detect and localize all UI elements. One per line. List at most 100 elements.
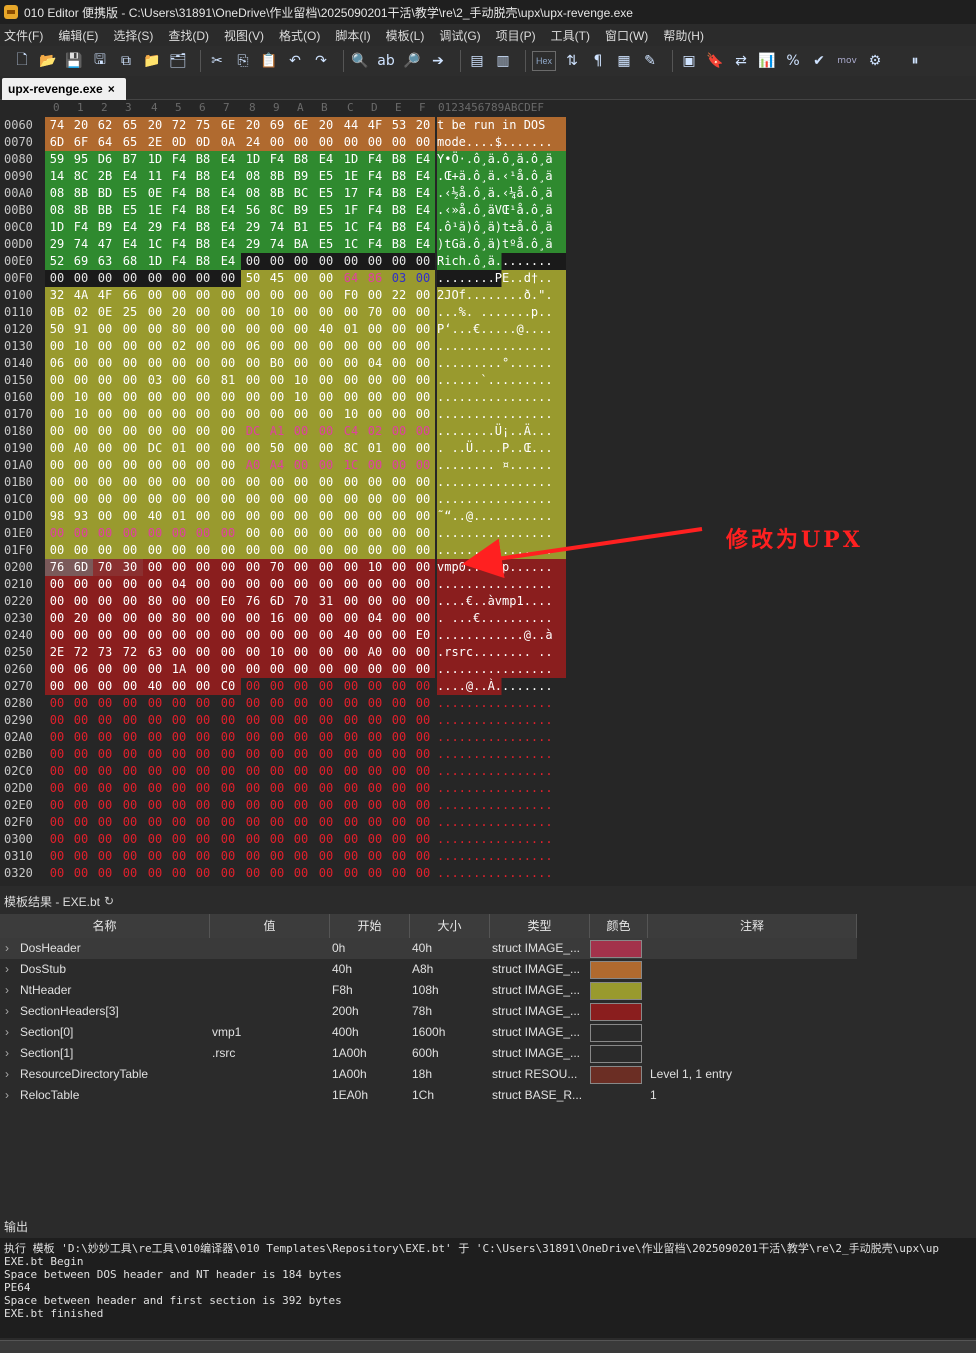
hex-byte[interactable]: 86 — [363, 270, 387, 287]
hex-byte[interactable]: 00 — [313, 338, 339, 355]
hex-byte[interactable]: 00 — [415, 747, 431, 761]
hex-byte[interactable]: 2B — [93, 168, 117, 185]
hex-byte[interactable]: 00 — [387, 389, 411, 406]
hex-byte[interactable]: 00 — [411, 270, 435, 287]
hex-byte[interactable]: 00 — [117, 423, 143, 440]
hex-byte[interactable]: 00 — [367, 866, 383, 880]
hex-byte[interactable]: 00 — [191, 287, 215, 304]
hex-byte[interactable]: 00 — [293, 747, 309, 761]
ascii-text[interactable]: ........Ü¡..Ä... — [437, 423, 566, 440]
hex-byte[interactable]: 00 — [343, 866, 359, 880]
hex-byte[interactable]: 70 — [265, 559, 289, 576]
hex-byte[interactable]: 00 — [265, 525, 289, 542]
hex-byte[interactable]: 00 — [411, 423, 435, 440]
hex-byte[interactable]: 00 — [167, 542, 191, 559]
ascii-text[interactable]: .Œ+ä.ô¸ä.‹¹å.ô¸ä — [437, 168, 566, 185]
hex-byte[interactable]: 00 — [195, 781, 211, 795]
hex-byte[interactable]: B8 — [191, 202, 215, 219]
hex-byte[interactable]: 00 — [339, 253, 363, 270]
menu-item[interactable]: 文件(F) — [4, 28, 44, 43]
hex-byte[interactable]: 0A — [215, 134, 241, 151]
hex-byte[interactable]: F4 — [69, 219, 93, 236]
hex-byte[interactable]: 00 — [269, 832, 285, 846]
hex-byte[interactable]: 00 — [245, 832, 261, 846]
ascii-text[interactable]: P‘...€.....@.... — [437, 321, 566, 338]
hex-byte[interactable]: 00 — [171, 781, 187, 795]
hex-byte[interactable]: 00 — [143, 474, 167, 491]
hex-byte[interactable]: 00 — [220, 764, 236, 778]
hex-byte[interactable]: 1A — [167, 661, 191, 678]
hex-byte[interactable]: 00 — [318, 730, 334, 744]
hex-byte[interactable]: 02 — [167, 338, 191, 355]
hex-byte[interactable]: 00 — [215, 321, 241, 338]
hex-byte[interactable]: 1D — [143, 151, 167, 168]
hex-byte[interactable]: 00 — [93, 474, 117, 491]
hex-byte[interactable]: 00 — [411, 287, 435, 304]
hex-byte[interactable]: 00 — [167, 644, 191, 661]
hex-byte[interactable]: 00 — [387, 372, 411, 389]
hex-byte[interactable]: 00 — [289, 661, 313, 678]
hex-byte[interactable]: E4 — [215, 185, 241, 202]
hex-byte[interactable]: 00 — [339, 304, 363, 321]
hex-byte[interactable]: 00 — [343, 730, 359, 744]
ascii-text[interactable]: . ..Ü....P..Œ... — [437, 440, 566, 457]
hex-byte[interactable]: 00 — [293, 730, 309, 744]
hex-byte[interactable]: 00 — [363, 474, 387, 491]
hex-byte[interactable]: 00 — [143, 542, 167, 559]
hex-byte[interactable]: 00 — [97, 781, 113, 795]
hex-byte[interactable]: 00 — [171, 832, 187, 846]
hex-byte[interactable]: 00 — [215, 287, 241, 304]
hex-byte[interactable]: 00 — [265, 287, 289, 304]
hex-byte[interactable]: 00 — [143, 389, 167, 406]
template-row[interactable]: › NtHeader F8h 108h struct IMAGE_... — [0, 980, 857, 1001]
hex-byte[interactable]: 00 — [387, 440, 411, 457]
hex-byte[interactable]: 8B — [69, 185, 93, 202]
hex-byte[interactable]: 00 — [69, 355, 93, 372]
hex-byte[interactable]: 1C — [143, 236, 167, 253]
hex-byte[interactable]: 00 — [49, 798, 65, 812]
hex-byte[interactable]: 00 — [143, 610, 167, 627]
hex-byte[interactable]: F4 — [363, 219, 387, 236]
hex-byte[interactable]: 00 — [45, 338, 69, 355]
hex-byte[interactable]: 00 — [97, 832, 113, 846]
compare-icon[interactable]: ⇄ — [735, 53, 747, 69]
hex-byte[interactable]: 1E — [143, 202, 167, 219]
hex-byte[interactable]: 6D — [265, 593, 289, 610]
hex-byte[interactable]: 00 — [117, 525, 143, 542]
hex-byte[interactable]: 00 — [241, 525, 265, 542]
hex-byte[interactable]: 00 — [117, 661, 143, 678]
hex-byte[interactable]: 00 — [191, 355, 215, 372]
hex-byte[interactable]: 00 — [45, 627, 69, 644]
hex-byte[interactable]: E0 — [215, 593, 241, 610]
hex-byte[interactable]: 00 — [318, 815, 334, 829]
hex-byte[interactable]: 00 — [117, 491, 143, 508]
hex-byte[interactable]: E5 — [313, 202, 339, 219]
hex-byte[interactable]: E4 — [411, 185, 435, 202]
hex-byte[interactable]: 00 — [171, 713, 187, 727]
template-column-header[interactable]: 类型 — [490, 914, 590, 938]
hex-byte[interactable]: 00 — [265, 321, 289, 338]
hex-byte[interactable]: 00 — [93, 661, 117, 678]
folder-icon[interactable]: 📁 — [143, 53, 161, 69]
ascii-text[interactable]: ................ — [437, 491, 566, 508]
hex-byte[interactable]: 00 — [215, 627, 241, 644]
hex-byte[interactable]: 20 — [143, 117, 167, 134]
hex-byte[interactable]: 45 — [265, 270, 289, 287]
hex-byte[interactable]: 00 — [215, 491, 241, 508]
hex-byte[interactable]: 00 — [387, 457, 411, 474]
chevron-right-icon[interactable]: › — [5, 962, 9, 976]
hex-byte[interactable]: 00 — [245, 866, 261, 880]
hex-byte[interactable]: 00 — [117, 270, 143, 287]
hex-byte[interactable]: 00 — [73, 713, 89, 727]
hex-byte[interactable]: 00 — [245, 815, 261, 829]
hex-byte[interactable]: 00 — [191, 304, 215, 321]
hex-byte[interactable]: 00 — [69, 593, 93, 610]
hex-byte[interactable]: 4F — [363, 117, 387, 134]
hex-byte[interactable]: 00 — [215, 423, 241, 440]
hex-byte[interactable]: 00 — [269, 798, 285, 812]
hex-byte[interactable]: 98 — [45, 508, 69, 525]
hex-byte[interactable]: 20 — [313, 117, 339, 134]
hex-byte[interactable]: B8 — [387, 151, 411, 168]
menu-item[interactable]: 模板(L) — [385, 28, 425, 43]
hex-byte[interactable]: 00 — [69, 423, 93, 440]
